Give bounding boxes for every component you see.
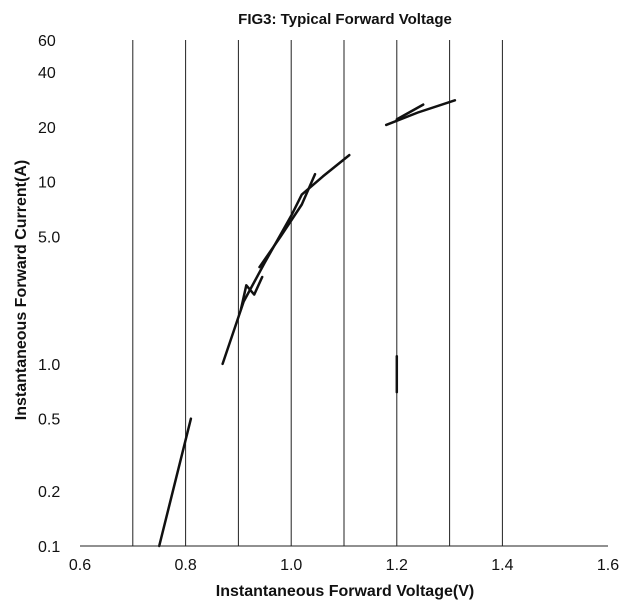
x-tick-label: 1.6	[597, 557, 619, 574]
y-tick-label: 0.1	[38, 539, 60, 556]
y-tick-label: 0.5	[38, 412, 60, 429]
chart-title: FIG3: Typical Forward Voltage	[238, 11, 452, 28]
y-tick-label: 10	[38, 175, 56, 192]
y-tick-label: 5.0	[38, 230, 60, 247]
curve-segment-1	[157, 417, 193, 548]
y-tick-label: 40	[38, 65, 56, 82]
x-tick-label: 1.0	[280, 557, 302, 574]
curve-segment-3	[258, 172, 317, 269]
curve-segment-5	[384, 99, 457, 127]
y-tick-label: 60	[38, 33, 56, 50]
y-tick-label: 1.0	[38, 357, 60, 374]
y-tick-labels: 0.1 0.2 0.5 1.0 5.0 10 20 40 60	[38, 33, 60, 556]
y-tick-label: 0.2	[38, 484, 60, 501]
y-tick-label: 20	[38, 120, 56, 137]
x-tick-label: 0.6	[69, 557, 91, 574]
curve-segment-6	[395, 103, 425, 121]
curve-segment-4	[239, 275, 264, 311]
x-tick-label: 0.8	[174, 557, 196, 574]
x-tick-label: 1.2	[386, 557, 408, 574]
x-tick-labels: 0.6 0.8 1.0 1.2 1.4 1.6	[69, 557, 619, 574]
x-axis-label: Instantaneous Forward Voltage(V)	[216, 583, 474, 600]
data-curves	[157, 99, 457, 548]
grid-lines	[132, 40, 503, 546]
y-axis-label: Instantaneous Forward Current(A)	[13, 160, 30, 420]
x-tick-label: 1.4	[491, 557, 513, 574]
curve-segment-2	[221, 153, 351, 366]
